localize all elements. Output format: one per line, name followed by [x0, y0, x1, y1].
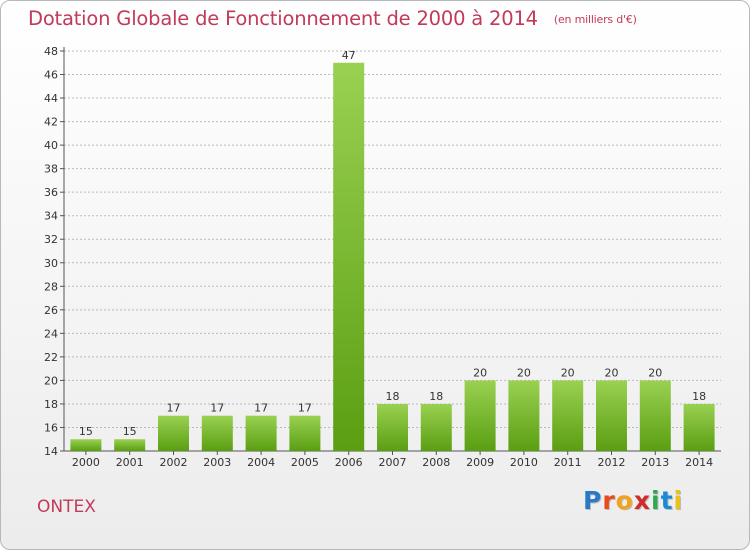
bar-value-label-2011: 20 — [561, 366, 575, 379]
x-tick-label-2009: 2009 — [466, 456, 494, 469]
bar-2002 — [158, 415, 189, 451]
bar-value-label-2012: 20 — [605, 366, 619, 379]
y-tick-label-40: 40 — [44, 139, 58, 152]
x-tick-label-2006: 2006 — [335, 456, 363, 469]
commune-name: ONTEX — [37, 497, 96, 517]
y-tick-label-18: 18 — [44, 398, 58, 411]
y-tick-label-26: 26 — [44, 304, 58, 317]
x-tick-label-2008: 2008 — [422, 456, 450, 469]
logo-letter: i — [651, 486, 661, 515]
x-tick-label-2005: 2005 — [291, 456, 319, 469]
bar-value-label-2013: 20 — [648, 366, 662, 379]
x-tick-label-2007: 2007 — [379, 456, 407, 469]
y-tick-label-20: 20 — [44, 374, 58, 387]
bar-value-label-2007: 18 — [386, 390, 400, 403]
bar-2009 — [464, 380, 496, 451]
x-tick-label-2011: 2011 — [554, 456, 582, 469]
bar-2014 — [683, 403, 715, 451]
y-tick-label-38: 38 — [44, 163, 58, 176]
grid-lines — [64, 50, 721, 428]
y-tick-label-14: 14 — [44, 445, 58, 458]
bar-2006 — [333, 62, 365, 451]
x-tick-label-2000: 2000 — [72, 456, 100, 469]
y-tick-label-28: 28 — [44, 280, 58, 293]
y-tick-label-34: 34 — [44, 210, 58, 223]
x-tick-label-2014: 2014 — [685, 456, 713, 469]
bar-2004 — [245, 415, 277, 451]
bar-value-label-2010: 20 — [517, 366, 531, 379]
bar-value-label-2002: 17 — [167, 402, 181, 415]
y-tick-label-46: 46 — [44, 69, 58, 82]
x-tick-label-2012: 2012 — [598, 456, 626, 469]
y-tick-label-36: 36 — [44, 186, 58, 199]
logo-letter: t — [660, 486, 674, 515]
x-tick-label-2002: 2002 — [160, 456, 188, 469]
logo-letter: r — [602, 486, 616, 515]
bar-2013 — [639, 380, 671, 451]
x-tick-label-2010: 2010 — [510, 456, 538, 469]
bar-value-label-2008: 18 — [429, 390, 443, 403]
bar-value-label-2009: 20 — [473, 366, 487, 379]
bar-value-label-2005: 17 — [298, 402, 312, 415]
proxiti-logo[interactable]: Proxiti — [583, 486, 683, 515]
x-tick-label-2004: 2004 — [247, 456, 275, 469]
y-tick-label-22: 22 — [44, 351, 58, 364]
logo-letter: x — [633, 486, 651, 515]
bar-2000 — [70, 439, 102, 451]
y-tick-label-16: 16 — [44, 421, 58, 434]
labels: 14 16 18 20 22 24 26 28 30 32 34 36 38 40 42 44 46 48 2000… — [44, 45, 713, 469]
bar-value-label-2001: 15 — [123, 425, 137, 438]
bar-value-label-2000: 15 — [79, 425, 93, 438]
bar-2007 — [377, 403, 408, 451]
bar-value-label-2006: 47 — [342, 49, 356, 62]
x-tick-label-2001: 2001 — [116, 456, 144, 469]
bar-value-label-2004: 17 — [254, 402, 268, 415]
bars — [70, 62, 715, 451]
bar-value-label-2003: 17 — [210, 402, 224, 415]
logo-letter: i — [673, 486, 684, 515]
chart-title-text: Dotation Globale de Fonctionnement de 20… — [28, 7, 538, 30]
bar-2008 — [420, 403, 452, 451]
x-tick-label-2003: 2003 — [203, 456, 231, 469]
chart-unit: (en milliers d'€) — [553, 13, 637, 26]
bar-2010 — [508, 380, 540, 451]
y-tick-label-24: 24 — [44, 327, 58, 340]
y-tick-label-30: 30 — [44, 257, 58, 270]
y-tick-label-42: 42 — [44, 116, 58, 129]
bar-2012 — [596, 380, 627, 451]
y-tick-label-44: 44 — [44, 92, 58, 105]
chart-title: Dotation Globale de Fonctionnement de 20… — [28, 7, 637, 30]
y-tick-label-32: 32 — [44, 233, 58, 246]
x-tick-label-2013: 2013 — [641, 456, 669, 469]
bar-2001 — [114, 439, 146, 451]
bar-value-label-2014: 18 — [692, 390, 706, 403]
bar-2005 — [289, 415, 321, 451]
logo-letter: P — [583, 486, 603, 515]
y-tick-label-48: 48 — [44, 45, 58, 58]
bar-2011 — [552, 380, 584, 451]
bar-2003 — [201, 415, 233, 451]
logo-letter: o — [615, 486, 634, 515]
